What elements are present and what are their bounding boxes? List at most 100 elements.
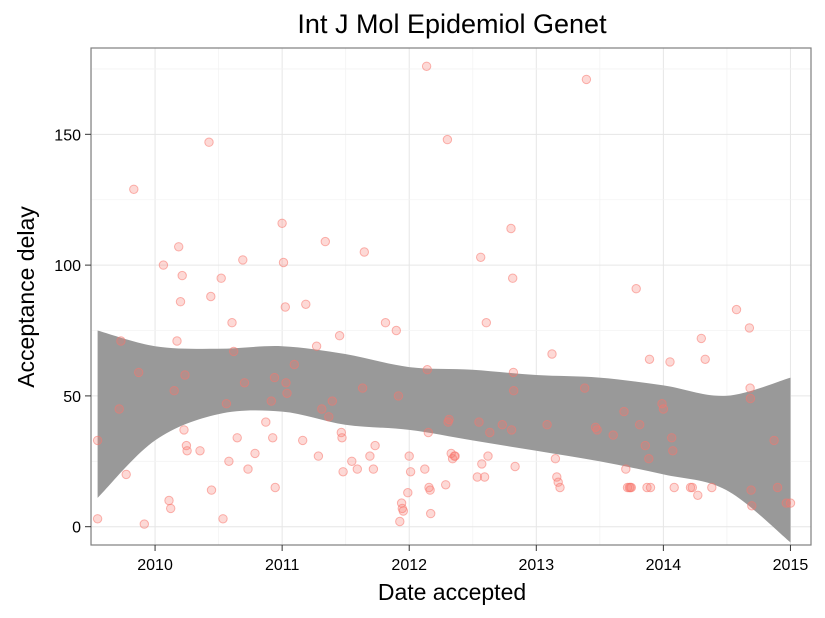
- x-tick-label: 2011: [265, 557, 300, 574]
- data-point: [281, 378, 291, 388]
- data-point: [395, 516, 405, 527]
- data-point: [481, 318, 491, 328]
- data-point: [282, 388, 292, 398]
- data-point: [474, 417, 484, 427]
- data-point: [644, 454, 654, 464]
- data-point: [269, 372, 280, 383]
- plot-panel-border: [90, 47, 812, 546]
- data-point: [301, 299, 311, 309]
- data-point: [327, 396, 337, 406]
- data-point: [746, 485, 756, 495]
- data-point: [359, 247, 369, 257]
- data-point: [631, 284, 641, 294]
- data-point: [129, 184, 139, 195]
- data-point: [442, 134, 453, 145]
- data-point: [772, 482, 783, 493]
- data-point: [668, 446, 678, 456]
- data-point: [227, 318, 237, 328]
- y-tick-label: 100: [54, 258, 81, 275]
- data-point: [393, 391, 404, 401]
- data-point: [508, 367, 519, 378]
- data-point: [261, 417, 271, 427]
- data-point: [352, 464, 362, 474]
- data-point: [483, 451, 493, 461]
- data-point: [405, 467, 416, 477]
- data-point: [134, 367, 144, 378]
- data-point: [553, 477, 563, 487]
- data-point: [175, 297, 186, 307]
- data-point: [696, 333, 706, 344]
- data-point: [608, 430, 618, 440]
- data-point: [745, 393, 756, 404]
- data-point: [421, 61, 432, 72]
- data-point: [644, 354, 655, 364]
- data-point: [769, 435, 779, 446]
- data-point: [337, 433, 347, 443]
- data-point: [642, 482, 652, 493]
- data-point: [669, 482, 679, 493]
- x-tick-label: 2010: [137, 557, 173, 574]
- data-point: [510, 461, 520, 472]
- data-point: [114, 404, 124, 414]
- data-point: [547, 349, 557, 359]
- data-point: [380, 318, 391, 328]
- data-point: [441, 480, 451, 490]
- x-axis-label: Date accepted: [378, 579, 526, 605]
- data-point: [139, 519, 150, 529]
- data-point: [347, 456, 357, 466]
- data-point: [158, 260, 169, 270]
- data-point: [338, 467, 348, 477]
- y-axis-label: Acceptance delay: [13, 206, 39, 388]
- data-point: [619, 406, 629, 417]
- data-point: [731, 304, 742, 315]
- data-point: [232, 433, 242, 443]
- data-point: [278, 257, 289, 268]
- data-point: [506, 425, 517, 435]
- data-point: [177, 270, 187, 281]
- data-point: [667, 433, 677, 443]
- data-point: [635, 420, 645, 430]
- data-point: [477, 459, 487, 469]
- data-point: [182, 446, 192, 456]
- data-point: [485, 427, 495, 438]
- data-point: [277, 218, 287, 229]
- data-point: [497, 420, 507, 430]
- data-point: [426, 508, 436, 519]
- y-tick-label: 150: [54, 127, 81, 144]
- data-point: [180, 370, 190, 380]
- data-point: [476, 252, 486, 262]
- data-point: [479, 472, 490, 482]
- data-point: [687, 482, 697, 493]
- y-tick-label: 0: [72, 520, 81, 537]
- data-point: [317, 404, 327, 414]
- data-point: [218, 514, 228, 524]
- data-point: [92, 514, 103, 524]
- data-point: [250, 448, 260, 459]
- data-point: [164, 495, 174, 506]
- data-point: [166, 503, 176, 514]
- data-point: [243, 464, 253, 474]
- data-point: [550, 454, 561, 464]
- data-point: [657, 399, 667, 409]
- data-point: [365, 451, 375, 461]
- data-point: [508, 273, 518, 283]
- data-points: [92, 61, 796, 529]
- data-point: [239, 378, 250, 388]
- data-point: [693, 490, 703, 500]
- data-point: [626, 482, 636, 493]
- data-point: [423, 427, 433, 438]
- data-point: [592, 425, 602, 435]
- data-point: [224, 456, 234, 466]
- data-point: [707, 482, 717, 493]
- data-point: [238, 255, 248, 265]
- data-point: [640, 440, 650, 451]
- confidence-band-layer: [97, 330, 791, 543]
- x-tick-label: 2015: [773, 557, 809, 574]
- data-point: [745, 383, 755, 393]
- y-tick-label: 50: [63, 389, 81, 406]
- data-point: [169, 386, 179, 396]
- data-point: [645, 482, 656, 493]
- data-point: [229, 346, 239, 357]
- x-tick-label: 2012: [391, 557, 427, 574]
